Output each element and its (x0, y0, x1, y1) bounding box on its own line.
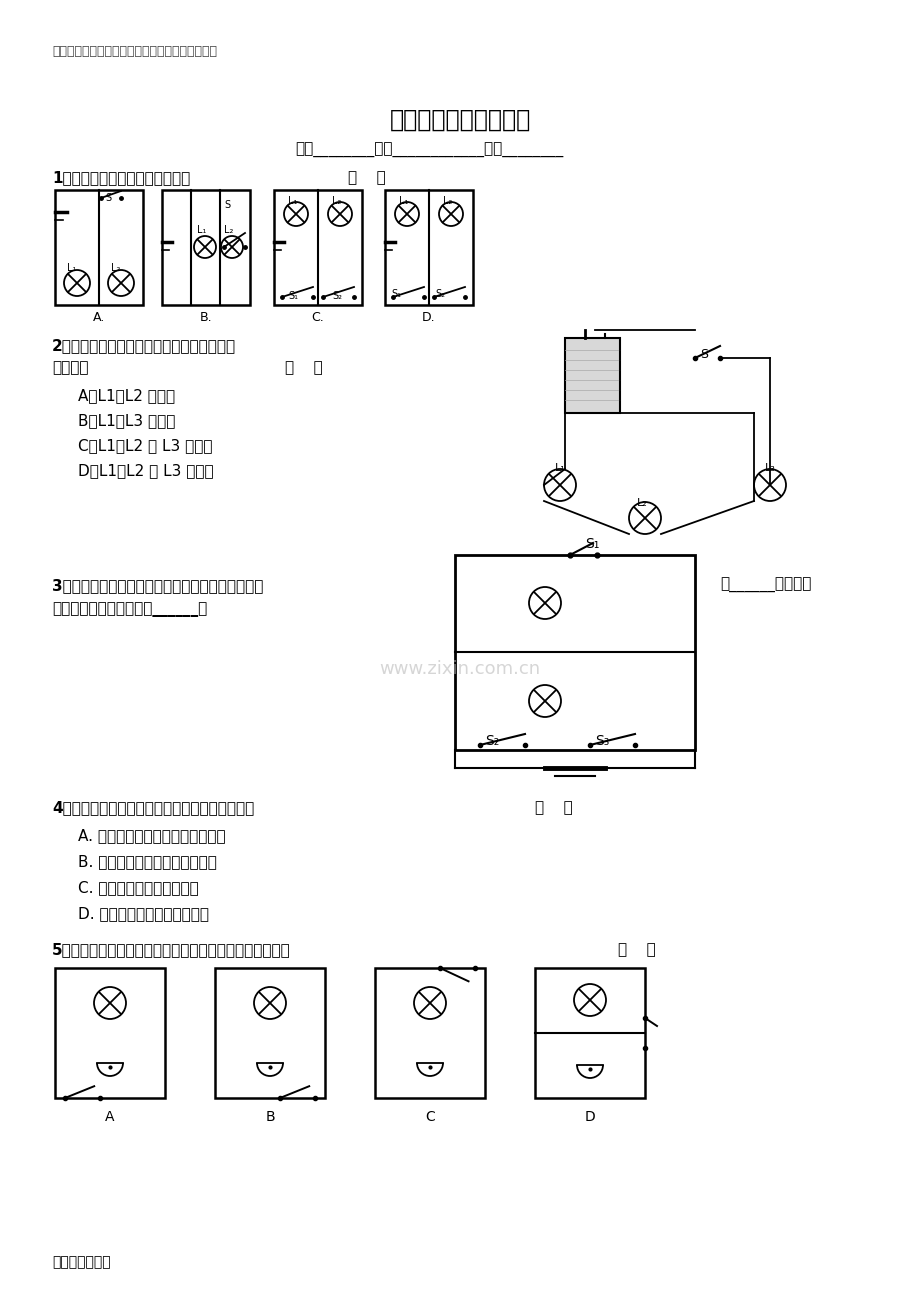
Text: www.zixin.com.cn: www.zixin.com.cn (379, 661, 540, 678)
Text: C: C (425, 1110, 435, 1124)
Text: S₁: S₁ (584, 537, 598, 551)
Text: L₂: L₂ (636, 498, 647, 508)
Text: S₂: S₂ (332, 291, 342, 301)
Text: 两灯并联，就要闭合开关______。: 两灯并联，就要闭合开关______。 (52, 602, 207, 618)
Text: D: D (584, 1110, 595, 1124)
Text: D. 短路时，电源会发热而烧坏: D. 短路时，电源会发热而烧坏 (78, 906, 209, 921)
Text: S₂: S₂ (435, 289, 445, 298)
Bar (55, 190, 142, 305)
Text: L₁: L₁ (288, 195, 297, 206)
Bar (564, 337, 619, 413)
Text: L₁: L₁ (197, 225, 206, 235)
Text: S₃: S₃ (595, 734, 608, 748)
Text: （    ）: （ ） (347, 169, 385, 185)
Text: A.: A. (93, 311, 105, 324)
Text: 班级________姓名____________学号________: 班级________姓名____________学号________ (295, 143, 562, 158)
Text: A、L1、L2 是串联: A、L1、L2 是串联 (78, 388, 175, 403)
Bar (55, 968, 165, 1098)
Text: S₂: S₂ (484, 734, 499, 748)
Text: D.: D. (422, 311, 436, 324)
Text: S₁: S₁ (288, 291, 298, 301)
Text: L₂: L₂ (111, 263, 120, 274)
Text: L₁: L₁ (399, 195, 408, 206)
Text: B.: B. (199, 311, 212, 324)
Text: C、L1、L2 、 L3 是串联: C、L1、L2 、 L3 是串联 (78, 438, 212, 453)
Text: S: S (105, 193, 111, 203)
Text: 1、如图所示的电路中，正确的是: 1、如图所示的电路中，正确的是 (52, 169, 190, 185)
Text: S: S (223, 199, 230, 210)
Text: A: A (105, 1110, 115, 1124)
Text: 此文档仅供收集于网络，如有侵权请联系网站删除: 此文档仅供收集于网络，如有侵权请联系网站删除 (52, 46, 217, 59)
Text: C. 短路就是电路中没有开关: C. 短路就是电路中没有开关 (78, 880, 199, 895)
Text: 只供学习与交流: 只供学习与交流 (52, 1255, 110, 1269)
Bar (274, 190, 361, 305)
Text: 2、分析图所示的实物连接电路，下列说法中: 2、分析图所示的实物连接电路，下列说法中 (52, 337, 236, 353)
Text: （    ）: （ ） (285, 360, 323, 375)
Bar (162, 190, 250, 305)
Text: C.: C. (312, 311, 324, 324)
Text: （    ）: （ ） (618, 942, 655, 956)
Text: L₃: L₃ (765, 463, 775, 473)
Text: 电路与电路图专题训练: 电路与电路图专题训练 (389, 108, 530, 132)
Text: A. 短路就是连接电路用的导线很短: A. 短路就是连接电路用的导线很短 (78, 827, 225, 843)
Bar (375, 968, 484, 1098)
Text: L₂: L₂ (332, 195, 341, 206)
Bar (384, 190, 472, 305)
Text: L₂: L₂ (443, 195, 452, 206)
Text: B、L1、L3 是串联: B、L1、L3 是串联 (78, 413, 176, 427)
Bar (535, 968, 644, 1098)
Text: 5、如图所示，下列电路中，开关同时控制电灯和电铃的是: 5、如图所示，下列电路中，开关同时控制电灯和电铃的是 (52, 942, 290, 956)
Text: 正确的是: 正确的是 (52, 360, 88, 375)
Bar (455, 555, 694, 751)
Text: L₂: L₂ (223, 225, 233, 235)
Text: S₁: S₁ (391, 289, 401, 298)
Text: S: S (699, 348, 708, 361)
Text: D、L1、L2 、 L3 是并联: D、L1、L2 、 L3 是并联 (78, 463, 213, 478)
Text: B. 短路没有危害，并且节省导线: B. 短路没有危害，并且节省导线 (78, 853, 217, 869)
Text: （    ）: （ ） (535, 800, 573, 814)
Text: L₁: L₁ (67, 263, 76, 274)
Text: 3、如图所示的电路中，若要使两灯串联，应闭合开: 3、如图所示的电路中，若要使两灯串联，应闭合开 (52, 579, 263, 593)
Bar (215, 968, 324, 1098)
Text: 关______；若要使: 关______；若要使 (720, 579, 811, 593)
Text: L₁: L₁ (554, 463, 565, 473)
Text: B: B (265, 1110, 275, 1124)
Text: 4、关于电源短路及其危害，下列说法中正确的是: 4、关于电源短路及其危害，下列说法中正确的是 (52, 800, 254, 814)
